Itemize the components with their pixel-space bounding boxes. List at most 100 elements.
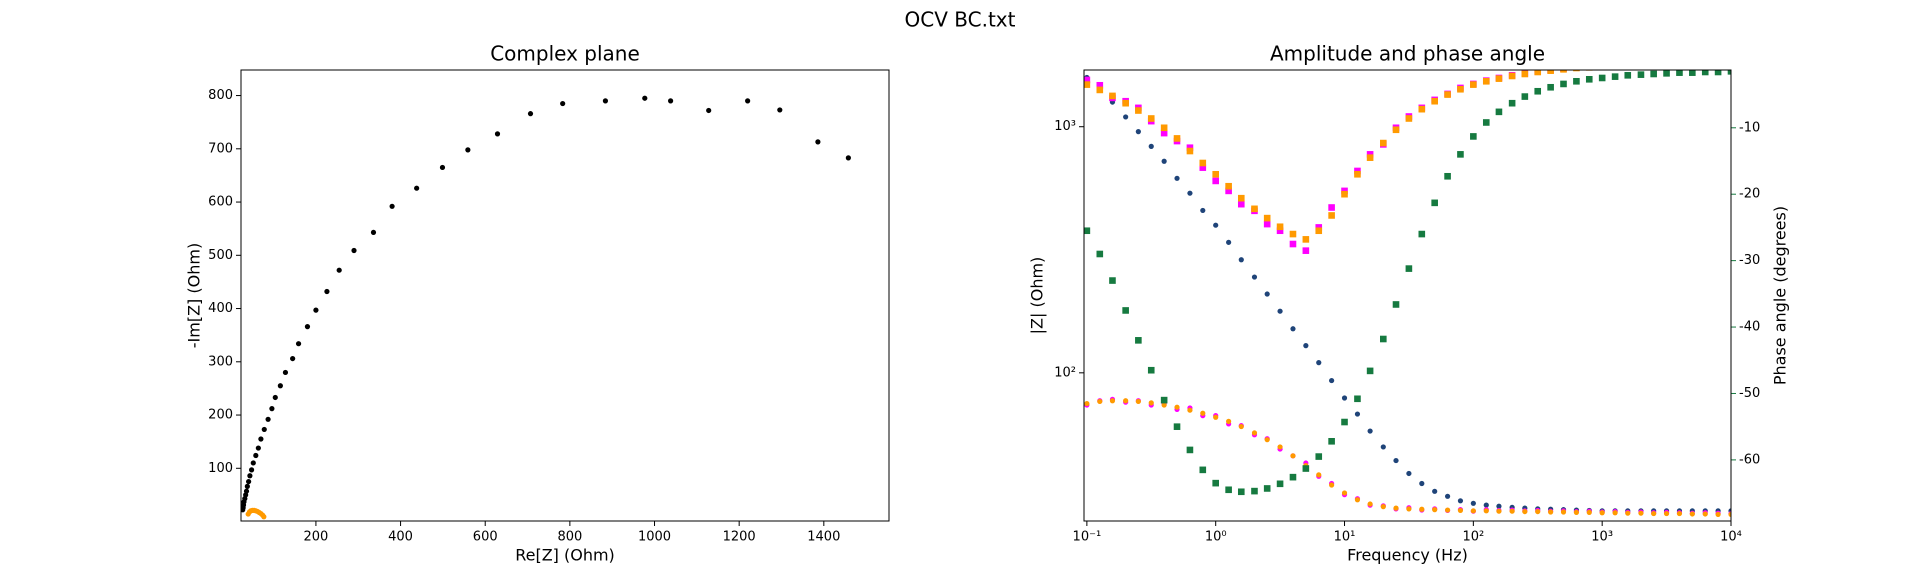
square-marker [1276, 227, 1284, 235]
y-axis-label: -Im[Z] (Ohm) [185, 243, 204, 348]
point [1432, 488, 1438, 494]
square-marker [1147, 366, 1155, 374]
x-tick-label: 800 [557, 530, 582, 545]
figure-title: OCV BC.txt [905, 8, 1016, 32]
point [1728, 511, 1731, 517]
square-marker [1084, 227, 1091, 235]
square-marker [1663, 61, 1670, 68]
point [1174, 175, 1180, 181]
square-marker [1328, 212, 1335, 219]
square-marker [1366, 151, 1374, 158]
square-marker [1650, 70, 1657, 78]
square-marker [1341, 418, 1348, 426]
y2-tick-label: -60 [1739, 452, 1760, 467]
square-marker [1302, 465, 1310, 472]
point [1148, 400, 1154, 406]
y-tick-label: 800 [208, 88, 233, 103]
point [527, 111, 534, 117]
point [1599, 510, 1605, 516]
square-marker [1612, 63, 1619, 70]
point [1406, 470, 1412, 477]
y2-tick-label: -40 [1739, 320, 1760, 335]
square-marker [1135, 107, 1142, 114]
square-marker [1560, 80, 1567, 88]
square-marker [1702, 61, 1709, 68]
point [1457, 507, 1464, 514]
square-marker [1225, 187, 1232, 195]
square-marker [1315, 224, 1323, 231]
square-marker [1276, 480, 1284, 488]
point [277, 383, 283, 389]
point [1393, 505, 1399, 511]
point [1496, 503, 1502, 509]
point [1148, 143, 1154, 149]
square-marker [1521, 93, 1529, 100]
y-tick-label: 500 [208, 248, 233, 263]
square-marker [1237, 488, 1245, 496]
point [1625, 510, 1631, 516]
point [253, 452, 259, 459]
y2-tick-label: -30 [1739, 253, 1760, 268]
point [1470, 508, 1476, 514]
x-tick-label: 200 [304, 530, 329, 545]
square-marker [1263, 485, 1271, 492]
square-marker [1251, 487, 1258, 495]
square-marker [1573, 70, 1580, 72]
point [261, 514, 267, 520]
point [290, 355, 296, 362]
point [1238, 257, 1244, 263]
square-marker [1366, 154, 1374, 161]
point [246, 478, 252, 485]
square-marker [1173, 135, 1181, 142]
point [1560, 509, 1567, 515]
point [1393, 457, 1399, 464]
square-marker [1598, 74, 1606, 82]
square-marker [1289, 240, 1297, 248]
y-tick-label: 10² [1054, 365, 1076, 380]
square-marker [1354, 395, 1361, 403]
x-tick-label: 400 [388, 530, 413, 545]
point [1187, 190, 1193, 196]
square-marker [1160, 129, 1168, 137]
point [745, 98, 751, 104]
square-marker [1096, 250, 1104, 258]
point [1213, 222, 1219, 228]
point [265, 416, 271, 422]
square-marker [1302, 247, 1310, 254]
square-marker [1727, 70, 1731, 75]
point [1135, 398, 1141, 405]
point [706, 107, 712, 114]
square-marker [1289, 473, 1297, 481]
square-marker [1714, 70, 1722, 76]
point [250, 460, 256, 466]
point [1444, 507, 1451, 513]
square-marker [1186, 446, 1194, 454]
square-marker [1289, 230, 1297, 238]
square-marker [1624, 62, 1631, 69]
point [1612, 510, 1618, 516]
x-tick-label: 1000 [638, 530, 671, 545]
square-marker [1431, 199, 1438, 207]
point [1290, 453, 1296, 459]
point [282, 369, 289, 376]
square-marker [1534, 87, 1542, 95]
square-marker [1084, 76, 1091, 84]
y2-axis-label: Phase angle (degrees) [1771, 206, 1790, 385]
square-marker [1341, 190, 1348, 198]
point [1509, 508, 1515, 514]
point [845, 155, 851, 161]
square-marker [1199, 466, 1207, 474]
point [1316, 360, 1322, 366]
square-marker [1676, 70, 1683, 76]
axes-frame [1083, 69, 1732, 522]
point [1354, 411, 1361, 417]
square-marker [1276, 223, 1284, 231]
y-tick-label: 400 [208, 301, 233, 316]
square-marker [1457, 85, 1464, 93]
square-marker [1728, 61, 1735, 68]
square-marker [1715, 61, 1722, 68]
point [1380, 504, 1386, 510]
point [1264, 437, 1270, 443]
point [1109, 398, 1116, 404]
